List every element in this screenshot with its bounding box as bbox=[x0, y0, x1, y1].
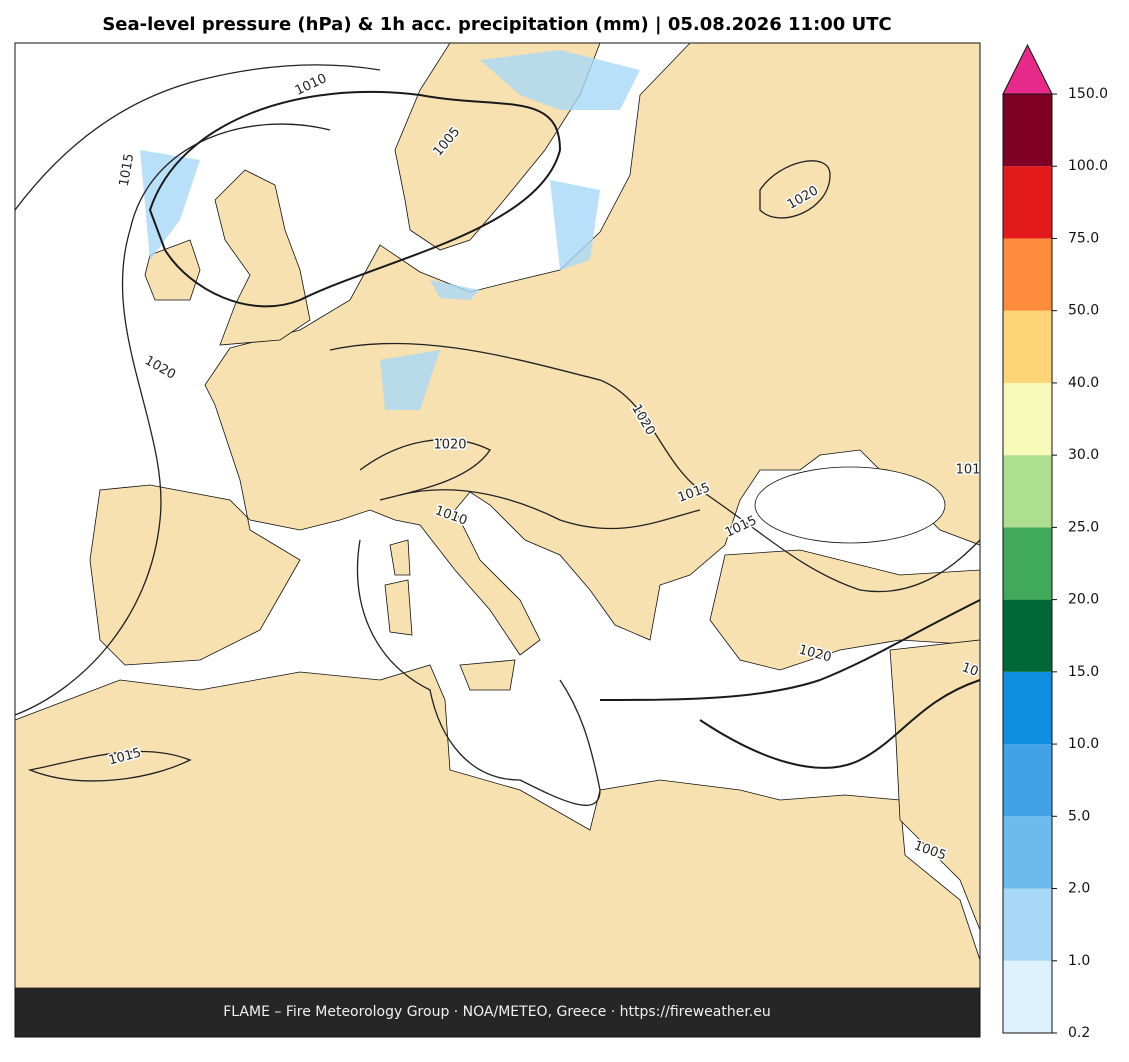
colorbar-bin bbox=[1003, 382, 1052, 456]
precipitation bbox=[140, 50, 640, 410]
colorbar-bin bbox=[1003, 599, 1052, 672]
colorbar-tick-label: 100.0 bbox=[1068, 158, 1108, 174]
turkey bbox=[709, 549, 981, 671]
contour-label: 1020 bbox=[433, 438, 466, 453]
africa bbox=[14, 664, 981, 989]
map: 1010100510151020102010201020101510151015… bbox=[14, 42, 982, 1038]
colorbar-tick-label: 0.2 bbox=[1068, 1025, 1090, 1041]
colorbar-tick-label: 5.0 bbox=[1068, 808, 1090, 824]
ireland bbox=[144, 239, 201, 301]
title: Sea-level pressure (hPa) & 1h acc. preci… bbox=[102, 14, 891, 35]
colorbar-tick-label: 150.0 bbox=[1068, 86, 1108, 102]
colorbar-bin bbox=[1003, 744, 1052, 817]
isobars bbox=[14, 64, 981, 806]
colorbar-bin bbox=[1003, 671, 1052, 745]
colorbar-bin bbox=[1003, 238, 1052, 311]
colorbar-tick-label: 10.0 bbox=[1068, 736, 1099, 752]
black-sea bbox=[754, 466, 946, 544]
colorbar-bin bbox=[1003, 166, 1052, 239]
colorbar-bin bbox=[1003, 94, 1052, 167]
britain bbox=[214, 169, 311, 346]
colorbar-bin bbox=[1003, 455, 1052, 528]
colorbar-tick-label: 20.0 bbox=[1068, 592, 1099, 608]
colorbar-tick-label: 75.0 bbox=[1068, 230, 1099, 246]
colorbar-extend bbox=[1002, 43, 1053, 95]
colorbar-bin bbox=[1003, 527, 1052, 600]
italy-islands bbox=[384, 539, 516, 691]
colorbar-tick-label: 2.0 bbox=[1068, 881, 1090, 897]
colorbar-tick-label: 40.0 bbox=[1068, 375, 1099, 391]
europe bbox=[89, 42, 981, 666]
contour-label: 101 bbox=[956, 463, 981, 478]
footer-band bbox=[15, 988, 980, 1037]
colorbar-bin bbox=[1003, 888, 1052, 961]
colorbar-bin bbox=[1003, 310, 1052, 383]
footer-text: FLAME – Fire Meteorology Group · NOA/MET… bbox=[223, 1004, 771, 1020]
colorbar: 0.2 1.0 2.0 5.0 10.0 15.0 20.0 25.0 30.0 40.0 50.0… bbox=[1002, 43, 1108, 1041]
colorbar-tick-label: 15.0 bbox=[1068, 664, 1099, 680]
colorbar-tick-label: 1.0 bbox=[1068, 953, 1090, 969]
map-frame bbox=[14, 42, 981, 1038]
colorbar-tick-label: 25.0 bbox=[1068, 519, 1099, 535]
colorbar-bin bbox=[1003, 816, 1052, 889]
colorbar-tick-label: 30.0 bbox=[1068, 447, 1099, 463]
colorbar-frame bbox=[1002, 93, 1053, 1034]
colorbar-bin bbox=[1003, 960, 1052, 1033]
contour-label: 1015 bbox=[117, 152, 138, 187]
colorbar-tick-label: 50.0 bbox=[1068, 303, 1099, 319]
contour-label: 10 bbox=[960, 660, 981, 680]
